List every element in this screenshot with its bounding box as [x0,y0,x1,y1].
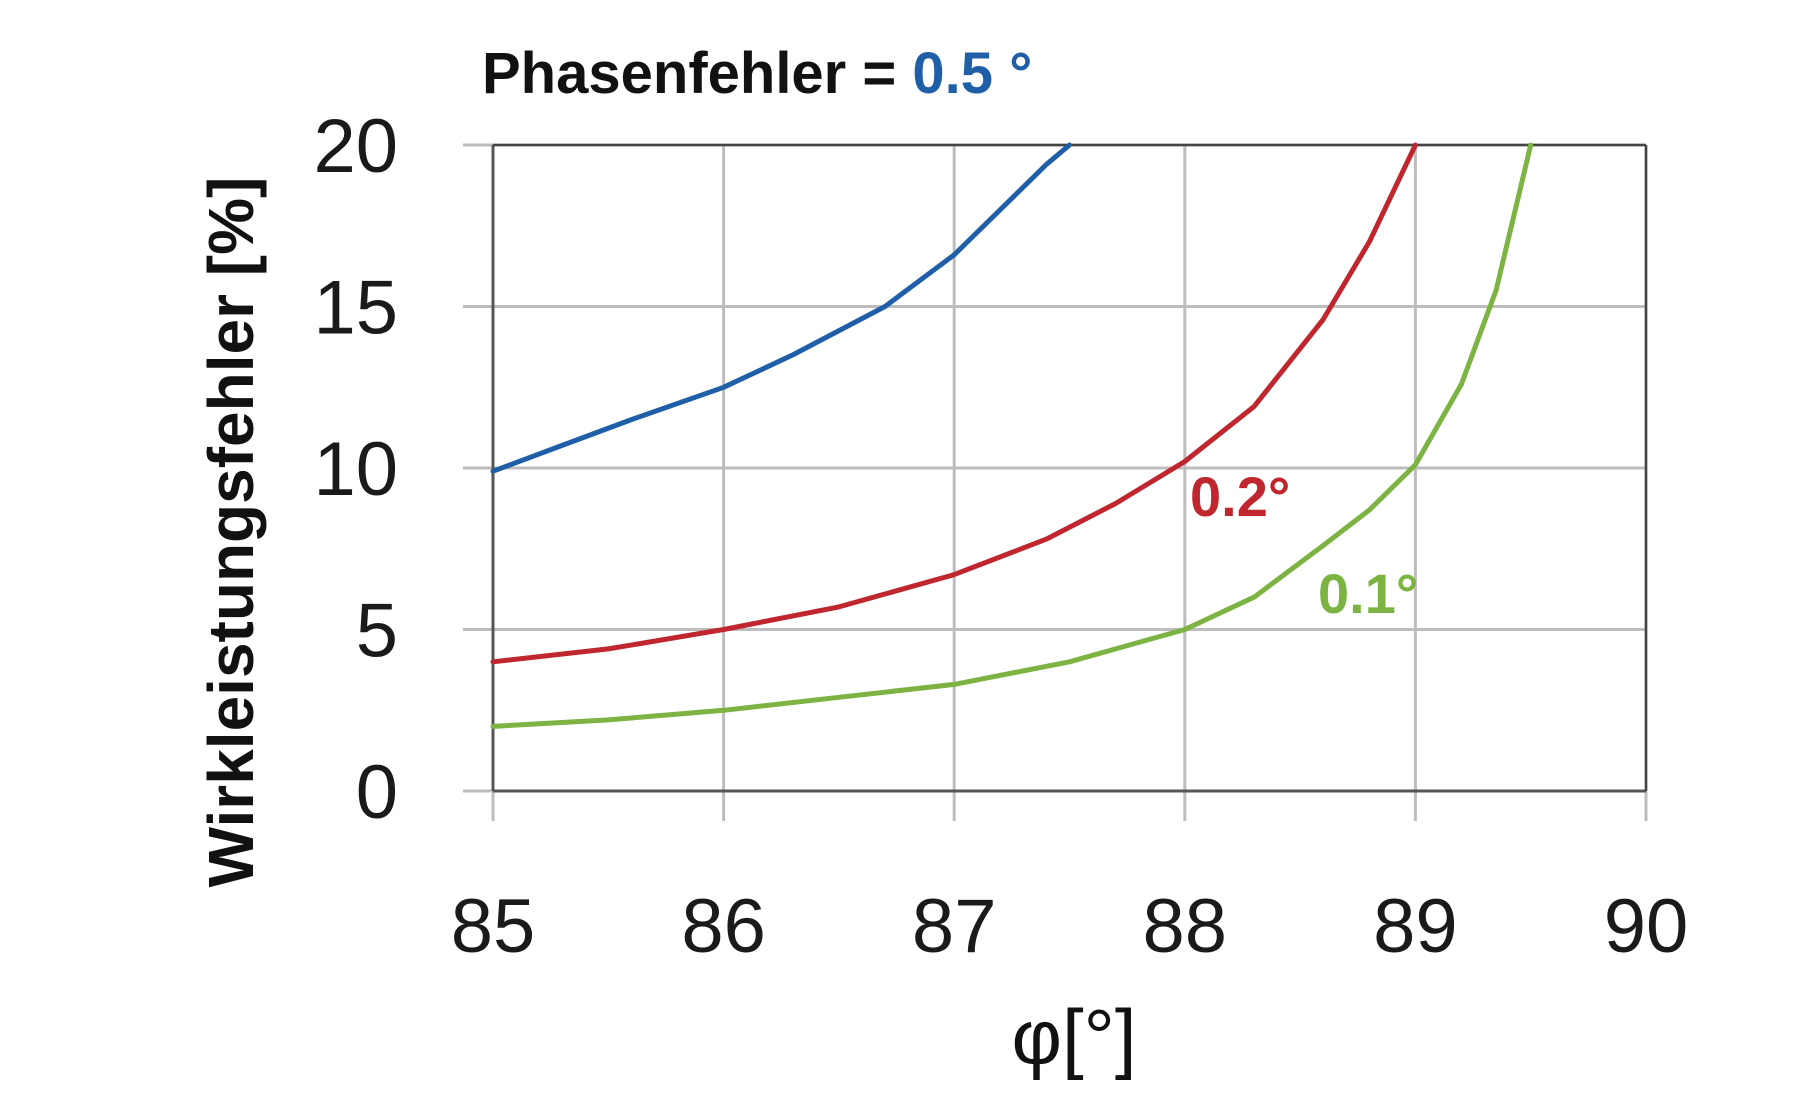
x-tick-label-88: 88 [1143,884,1228,969]
chart-title-highlight: 0.5 ° [912,41,1032,106]
x-tick-labels: 85 86 87 88 89 90 [451,884,1689,969]
series-line-s05 [490,142,1072,474]
series-line-s01 [490,142,1534,729]
x-tick-label-85: 85 [451,884,536,969]
series-line-s02 [490,142,1418,665]
y-tick-label-5: 5 [356,589,398,674]
y-axis-label: Wirkleistungsfehler [%] [195,177,267,888]
y-tick-labels: 0 5 10 15 20 [313,104,398,835]
x-tick-label-90: 90 [1604,884,1689,969]
x-tick-label-86: 86 [681,884,766,969]
x-tick-label-87: 87 [912,884,997,969]
chart-title: Phasenfehler = 0.5 ° [482,41,1032,106]
series-group [490,142,1534,729]
chart-title-prefix: Phasenfehler = [482,41,912,106]
x-tick-label-89: 89 [1373,884,1458,969]
y-tick-label-0: 0 [356,750,398,835]
y-tick-label-20: 20 [313,104,398,189]
y-tick-label-10: 10 [313,427,398,512]
x-axis-label: φ[°] [1011,993,1136,1081]
series-label-0-1: 0.1° [1318,562,1418,625]
y-tick-label-15: 15 [313,266,398,351]
series-label-0-2: 0.2° [1190,465,1290,528]
